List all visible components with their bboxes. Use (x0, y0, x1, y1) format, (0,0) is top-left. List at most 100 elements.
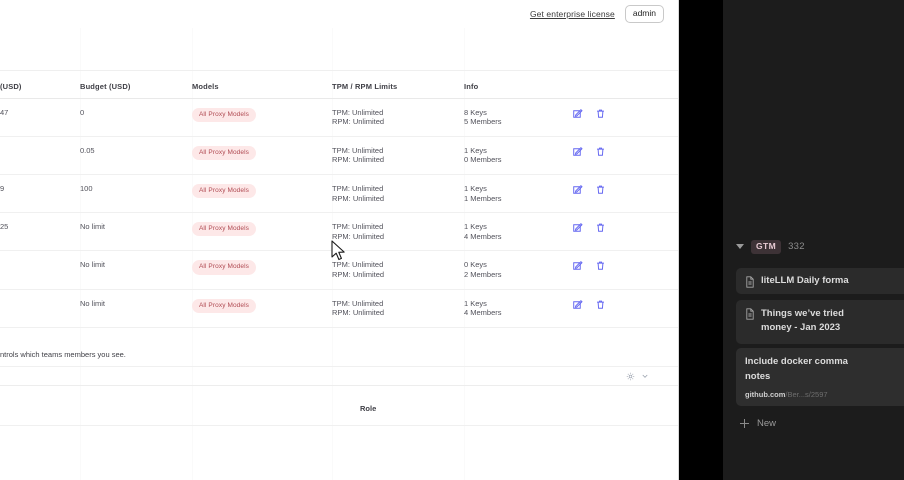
cell-models: All Proxy Models (192, 260, 332, 275)
cell-spend: 9 (0, 183, 5, 193)
cell-limits: TPM: Unlimited RPM: Unlimited (332, 299, 464, 318)
models-badge: All Proxy Models (192, 145, 257, 161)
cell-limits: TPM: Unlimited RPM: Unlimited (332, 184, 464, 203)
admin-button[interactable]: admin (624, 5, 664, 23)
trash-icon[interactable] (595, 184, 606, 195)
column-header-spend: (USD) (0, 82, 22, 91)
table-row[interactable]: 47 0 All Proxy Models TPM: Unlimited RPM… (0, 99, 678, 137)
cell-info: 1 Keys 4 Members (464, 299, 559, 318)
new-note-button[interactable]: New (740, 418, 776, 429)
trash-icon[interactable] (595, 260, 606, 271)
rpm-value: RPM: Unlimited (332, 231, 385, 241)
members-count: 5 Members (464, 117, 502, 127)
note-title-line-1: Things we’ve tried (761, 308, 844, 319)
members-filter-bar (0, 366, 678, 386)
caret-down-icon[interactable] (736, 244, 744, 250)
table-row[interactable]: 0.05 All Proxy Models TPM: Unlimited RPM… (0, 137, 678, 175)
column-header-info: Info (464, 82, 479, 91)
edit-pencil-icon[interactable] (572, 184, 583, 195)
plus-icon (740, 419, 749, 428)
cell-actions (559, 108, 669, 119)
members-table-header-row: Role (0, 392, 678, 426)
cell-budget: 100 (80, 183, 93, 193)
table-row[interactable]: No limit All Proxy Models TPM: Unlimited… (0, 251, 678, 290)
cell-limits: TPM: Unlimited RPM: Unlimited (332, 222, 464, 241)
table-row[interactable]: No limit All Proxy Models TPM: Unlimited… (0, 290, 678, 328)
tpm-value: TPM: Unlimited (332, 107, 384, 117)
ghost-guide (464, 0, 465, 480)
note-url[interactable]: github.com/Ber...s/2597 (745, 390, 904, 399)
edit-pencil-icon[interactable] (572, 222, 583, 233)
teams-table-header-row: (USD) Budget (USD) Models TPM / RPM Limi… (0, 78, 678, 99)
note-url-domain: github.com (745, 390, 786, 400)
gtm-badge: GTM (751, 240, 782, 254)
edit-pencil-icon[interactable] (572, 299, 583, 310)
keys-count: 1 Keys (464, 183, 487, 193)
cell-actions (559, 299, 669, 310)
trash-icon[interactable] (595, 146, 606, 157)
gear-icon[interactable] (626, 372, 635, 381)
window-gutter (679, 0, 723, 480)
cell-spend: 47 (0, 107, 9, 117)
top-bar: Get enterprise license admin (0, 0, 678, 28)
edit-pencil-icon[interactable] (572, 260, 583, 271)
cell-info: 1 Keys 4 Members (464, 222, 559, 241)
note-title-line-1: Include docker comma (745, 356, 848, 367)
rpm-value: RPM: Unlimited (332, 193, 385, 203)
table-row[interactable]: 25 No limit All Proxy Models TPM: Unlimi… (0, 213, 678, 252)
cell-actions (559, 260, 669, 271)
members-table: Role (0, 392, 678, 426)
column-header-models: Models (192, 82, 219, 91)
notes-group-header[interactable]: GTM 332 (736, 240, 805, 254)
members-count: 2 Members (464, 269, 502, 279)
ghost-guide (192, 0, 193, 480)
notes-group-count: 332 (788, 241, 805, 253)
list-item[interactable]: Include docker comma notes github.com/Be… (736, 348, 904, 406)
cell-models: All Proxy Models (192, 183, 332, 199)
tpm-value: TPM: Unlimited (332, 145, 384, 155)
models-badge: All Proxy Models (192, 107, 257, 122)
ghost-guide (332, 0, 333, 480)
note-url-path: /Ber...s/2597 (785, 390, 828, 400)
chevron-down-icon[interactable] (641, 372, 649, 380)
members-count: 1 Members (464, 193, 502, 203)
keys-count: 0 Keys (464, 260, 487, 270)
cell-actions (559, 146, 669, 157)
get-enterprise-license-link[interactable]: Get enterprise license (529, 9, 615, 19)
cell-budget: 0 (80, 107, 85, 117)
header-divider (0, 70, 678, 71)
tpm-value: TPM: Unlimited (332, 298, 384, 308)
cell-limits: TPM: Unlimited RPM: Unlimited (332, 146, 464, 165)
members-visibility-note: ntrols which teams members you see. (0, 350, 126, 359)
cell-limits: TPM: Unlimited RPM: Unlimited (332, 108, 464, 127)
edit-pencil-icon[interactable] (572, 146, 583, 157)
cell-actions (559, 222, 669, 233)
rpm-value: RPM: Unlimited (332, 117, 385, 127)
list-item[interactable]: Things we’ve tried money - Jan 2023 (736, 300, 904, 344)
new-note-label: New (757, 418, 777, 429)
note-title-line-2: notes (745, 370, 771, 382)
notes-sidebar-panel: GTM 332 liteLLM Daily forma Things we’ve… (723, 0, 904, 480)
ghost-guide (80, 0, 81, 480)
cell-info: 0 Keys 2 Members (464, 260, 559, 279)
edit-pencil-icon[interactable] (572, 108, 583, 119)
cell-limits: TPM: Unlimited RPM: Unlimited (332, 260, 464, 279)
trash-icon[interactable] (595, 299, 606, 310)
cell-budget: No limit (80, 222, 106, 232)
column-header-role: Role (360, 404, 377, 413)
trash-icon[interactable] (595, 108, 606, 119)
teams-table: (USD) Budget (USD) Models TPM / RPM Limi… (0, 78, 678, 328)
members-count: 0 Members (464, 155, 502, 165)
cell-models: All Proxy Models (192, 145, 332, 161)
cell-actions (559, 184, 669, 195)
cell-spend: 25 (0, 222, 9, 232)
keys-count: 1 Keys (464, 298, 487, 308)
list-item[interactable]: liteLLM Daily forma (736, 268, 904, 294)
trash-icon[interactable] (595, 222, 606, 233)
cell-info: 1 Keys 0 Members (464, 146, 559, 165)
table-row[interactable]: 9 100 All Proxy Models TPM: Unlimited RP… (0, 175, 678, 214)
document-icon (745, 308, 755, 320)
column-header-budget: Budget (USD) (80, 82, 131, 91)
models-badge: All Proxy Models (192, 222, 257, 237)
